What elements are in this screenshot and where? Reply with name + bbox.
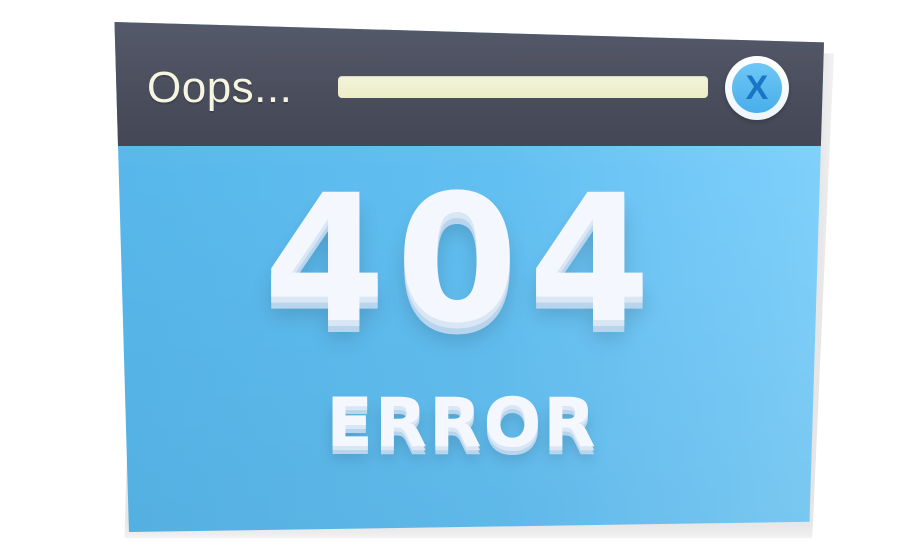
error-window: Oops... X 404 ERROR [100, 22, 834, 538]
error-code: 404 [263, 157, 661, 362]
title-progress-bar [338, 76, 708, 98]
close-button[interactable]: X [725, 56, 789, 120]
titlebar: Oops... X [114, 22, 824, 146]
window-title: Oops... [147, 63, 293, 112]
close-label: X [745, 69, 769, 107]
window-panel: Oops... X 404 ERROR [114, 22, 824, 532]
close-icon: X [732, 63, 782, 113]
error-message: ERROR [326, 384, 598, 463]
